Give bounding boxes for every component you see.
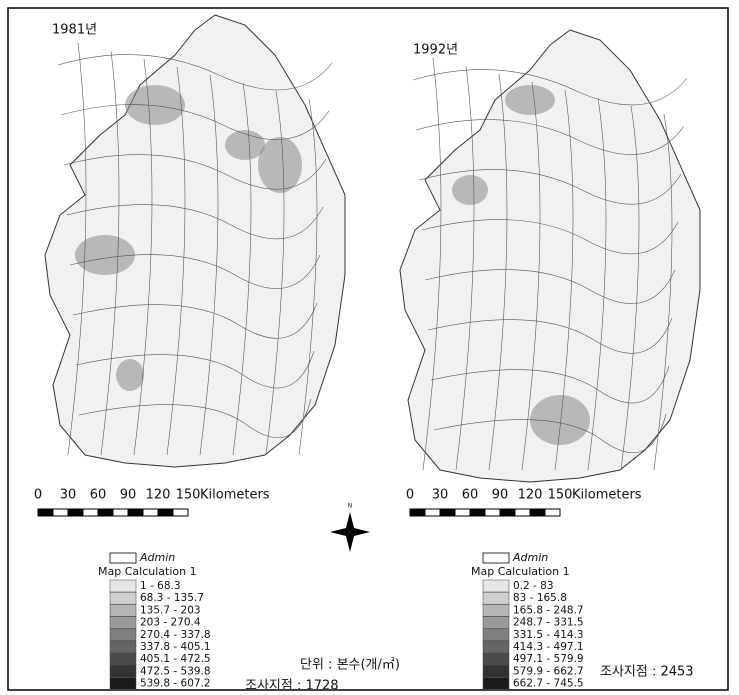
legend-class-label: 579.9 - 662.7 [513,665,584,677]
scale-tick-label: 60 [462,488,479,503]
legend-swatch [110,641,136,653]
admin-swatch [483,553,509,563]
legend-swatch [110,653,136,665]
scale-segment [83,509,98,516]
scale-segment [410,509,425,516]
north-label: N [348,503,353,510]
legend-class-label: 331.5 - 414.3 [513,629,584,641]
scale-segment [500,509,515,516]
legend-admin: Admin [512,551,548,564]
scale-tick-label: 150 [548,488,573,503]
legend-swatch [110,580,136,592]
legend-swatch [110,604,136,616]
scale-tick-label: 90 [492,488,509,503]
legend-swatch [110,665,136,677]
scale-tick-label: 0 [34,488,42,503]
scale-segment [440,509,455,516]
scale-segment [545,509,560,516]
scale-tick-label: 30 [60,488,77,503]
scale-segment [68,509,83,516]
legend-class-label: 135.7 - 203 [140,604,201,616]
legend-class-label: 68.3 - 135.7 [140,592,204,604]
legend-class-label: 662.7 - 745.5 [513,678,584,690]
map-year: 1992년 [413,43,458,58]
scale-tick-label: 120 [146,488,171,503]
density-patch [125,85,185,125]
scale-segment [98,509,113,516]
legend-class-label: 497.1 - 579.9 [513,653,584,665]
legend-class-label: 1 - 68.3 [140,580,181,592]
scale-segment [425,509,440,516]
scale-segment [53,509,68,516]
legend-swatch [110,678,136,690]
scale-segment [38,509,53,516]
scale-segment [158,509,173,516]
legend-title: Map Calculation 1 [471,565,570,578]
legend-swatch [483,641,509,653]
scale-segment [128,509,143,516]
legend-swatch [483,592,509,604]
legend-class-label: 414.3 - 497.1 [513,641,584,653]
legend-class-label: 83 - 165.8 [513,592,567,604]
density-patch [225,130,265,160]
unit-note: 단위 : 본수(개/㎡) [300,658,400,673]
legend-swatch [483,629,509,641]
scale-unit: Kilometers [572,488,642,503]
scale-tick-label: 0 [406,488,414,503]
legend-swatch [110,592,136,604]
legend-swatch [483,678,509,690]
legend-swatch [110,617,136,629]
legend-class-label: 337.8 - 405.1 [140,641,211,653]
density-patch [116,359,144,391]
scale-segment [470,509,485,516]
scale-tick-label: 60 [90,488,107,503]
scale-tick-label: 150 [176,488,201,503]
legend-class-label: 270.4 - 337.8 [140,629,211,641]
scale-segment [455,509,470,516]
legend-swatch [483,604,509,616]
legend-class-label: 0.2 - 83 [513,580,554,592]
legend-class-label: 405.1 - 472.5 [140,653,211,665]
legend-admin: Admin [139,551,175,564]
scale-segment [173,509,188,516]
scale-segment [113,509,128,516]
map-year: 1981년 [52,23,97,38]
scale-tick-label: 90 [120,488,137,503]
legend-swatch [483,665,509,677]
scale-segment [530,509,545,516]
density-patch [452,175,488,205]
scale-segment [485,509,500,516]
survey-count: 조사지점 : 2453 [600,665,694,680]
legend-swatch [110,629,136,641]
scale-segment [143,509,158,516]
survey-count: 조사지점 : 1728 [245,679,339,694]
legend-class-label: 248.7 - 331.5 [513,617,584,629]
legend-class-label: 472.5 - 539.8 [140,665,211,677]
legend-class-label: 539.8 - 607.2 [140,678,211,690]
legend-swatch [483,617,509,629]
legend-title: Map Calculation 1 [98,565,197,578]
scale-tick-label: 30 [432,488,449,503]
legend-class-label: 165.8 - 248.7 [513,604,584,616]
legend-class-label: 203 - 270.4 [140,617,201,629]
legend-swatch [483,653,509,665]
legend-swatch [483,580,509,592]
admin-swatch [110,553,136,563]
density-patch [505,85,555,115]
scale-unit: Kilometers [200,488,270,503]
scale-tick-label: 120 [518,488,543,503]
figure: 1981년0306090120150KilometersAdminMap Cal… [0,0,739,695]
scale-segment [515,509,530,516]
